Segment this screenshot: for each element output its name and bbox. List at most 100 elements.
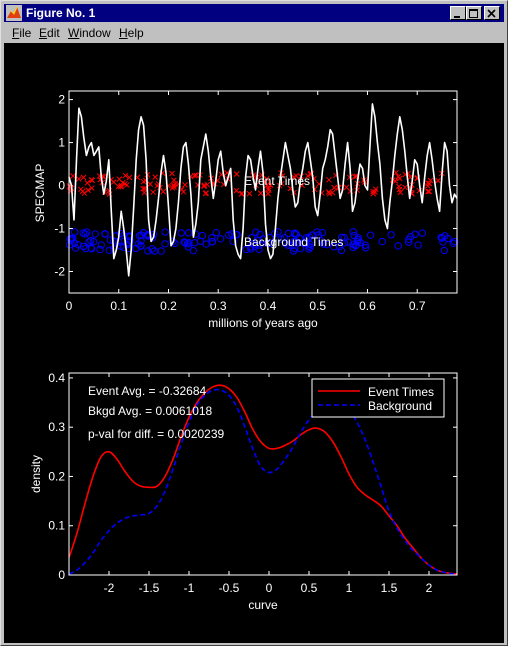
legend-background-label: Background	[368, 399, 432, 413]
background-time-marker	[161, 228, 169, 236]
stats-p-value: p-val for diff. = 0.0020239	[88, 427, 225, 441]
event-time-marker	[396, 175, 403, 182]
event-time-marker	[427, 177, 434, 184]
density-ylabel: density	[29, 455, 43, 493]
specmap-xlabel: millions of years ago	[208, 316, 318, 330]
background-time-marker	[314, 231, 323, 239]
background-time-marker	[89, 237, 98, 246]
background-time-marker	[290, 237, 298, 246]
background-time-marker	[354, 236, 362, 244]
background-time-marker	[137, 237, 145, 245]
background-time-marker	[184, 229, 193, 237]
density-xticks: -2 -1.5 -1 -0.5 0 0.5 1 1.5 2	[104, 373, 433, 595]
specmap-yticks: -2 -1 0 1 2	[54, 93, 457, 279]
background-time-marker	[440, 246, 449, 255]
event-time-marker	[182, 182, 188, 188]
event-time-marker	[79, 188, 86, 195]
background-time-marker	[87, 244, 95, 252]
specmap-xtick-label: 0.4	[260, 299, 277, 313]
density-ytick-label: 0.2	[48, 469, 65, 483]
density-yticks: 0 0.1 0.2 0.3 0.4	[48, 371, 457, 582]
background-time-marker	[444, 234, 452, 243]
event-time-marker	[117, 183, 124, 190]
event-time-marker	[147, 181, 154, 187]
event-time-marker	[263, 175, 270, 182]
background-time-marker	[191, 230, 200, 238]
event-time-marker	[140, 178, 147, 185]
specmap-xtick-label: 0.2	[160, 299, 177, 313]
background-time-marker	[252, 228, 260, 236]
menu-file[interactable]: File	[12, 26, 31, 40]
close-button[interactable]	[484, 6, 500, 20]
event-time-marker	[169, 170, 175, 177]
specmap-xtick-label: 0.1	[110, 299, 127, 313]
background-time-marker	[180, 238, 188, 246]
specmap-ytick-label: -1	[54, 222, 65, 236]
menu-edit-label: dit	[47, 26, 60, 40]
background-time-marker	[306, 243, 314, 251]
title-bar[interactable]: Figure No. 1	[4, 4, 504, 22]
event-time-marker	[233, 187, 240, 194]
background-time-marker	[411, 230, 419, 238]
minimize-button[interactable]	[450, 6, 466, 20]
background-time-marker	[335, 243, 343, 251]
background-time-marker	[202, 240, 210, 248]
density-xlabel: curve	[248, 598, 278, 612]
background-time-marker	[161, 240, 169, 248]
event-time-marker	[201, 182, 208, 189]
event-time-marker	[402, 184, 408, 191]
background-time-marker	[225, 231, 233, 239]
event-time-marker	[370, 188, 376, 195]
background-time-marker	[69, 234, 77, 242]
event-time-marker	[160, 188, 167, 195]
event-time-marker	[396, 183, 402, 190]
background-time-marker	[350, 231, 358, 240]
background-time-marker	[306, 240, 314, 248]
background-time-marker	[361, 244, 370, 252]
specmap-ytick-label: 1	[58, 136, 65, 150]
background-time-marker	[318, 228, 327, 237]
menu-help[interactable]: Help	[119, 26, 144, 40]
background-time-marker	[137, 242, 145, 250]
event-time-marker	[370, 190, 377, 197]
event-time-marker	[238, 191, 245, 197]
event-density-line	[68, 384, 458, 575]
event-time-marker	[329, 189, 336, 196]
background-time-marker	[208, 234, 216, 242]
background-time-marker	[65, 241, 74, 249]
background-time-marker	[247, 233, 256, 242]
menu-edit-mnemonic: E	[39, 26, 48, 40]
legend-event-label: Event Times	[368, 385, 434, 399]
specmap-axes-frame	[68, 90, 458, 294]
event-time-marker	[305, 173, 311, 179]
background-time-marker	[281, 239, 290, 248]
background-time-marker	[323, 240, 331, 249]
specmap-xtick-label: 0.6	[359, 299, 376, 313]
background-time-marker	[450, 237, 459, 246]
event-time-marker	[435, 177, 441, 184]
background-time-marker	[349, 240, 357, 248]
background-time-marker	[105, 246, 113, 254]
maximize-button[interactable]	[466, 6, 482, 20]
background-time-marker	[96, 245, 104, 254]
background-time-marker	[79, 242, 88, 251]
background-time-marker	[340, 239, 349, 247]
background-time-marker	[190, 239, 199, 247]
legend-box	[311, 378, 445, 418]
background-time-marker	[229, 237, 237, 246]
background-time-marker	[280, 234, 289, 242]
background-time-marker	[148, 245, 156, 253]
event-time-marker	[246, 190, 253, 197]
event-time-marker	[266, 187, 272, 194]
background-time-marker	[208, 237, 217, 246]
event-time-marker	[70, 173, 76, 179]
event-time-marker	[202, 190, 209, 197]
specmap-series	[65, 103, 459, 277]
menu-edit[interactable]: Edit	[39, 26, 60, 40]
menu-window[interactable]: Window	[68, 26, 111, 40]
background-time-marker	[291, 244, 299, 253]
event-time-marker	[141, 189, 148, 196]
background-time-marker	[296, 244, 305, 253]
specmap-xticks: 0 0.1 0.2 0.3 0.4 0.5 0.6 0.7	[66, 91, 426, 313]
